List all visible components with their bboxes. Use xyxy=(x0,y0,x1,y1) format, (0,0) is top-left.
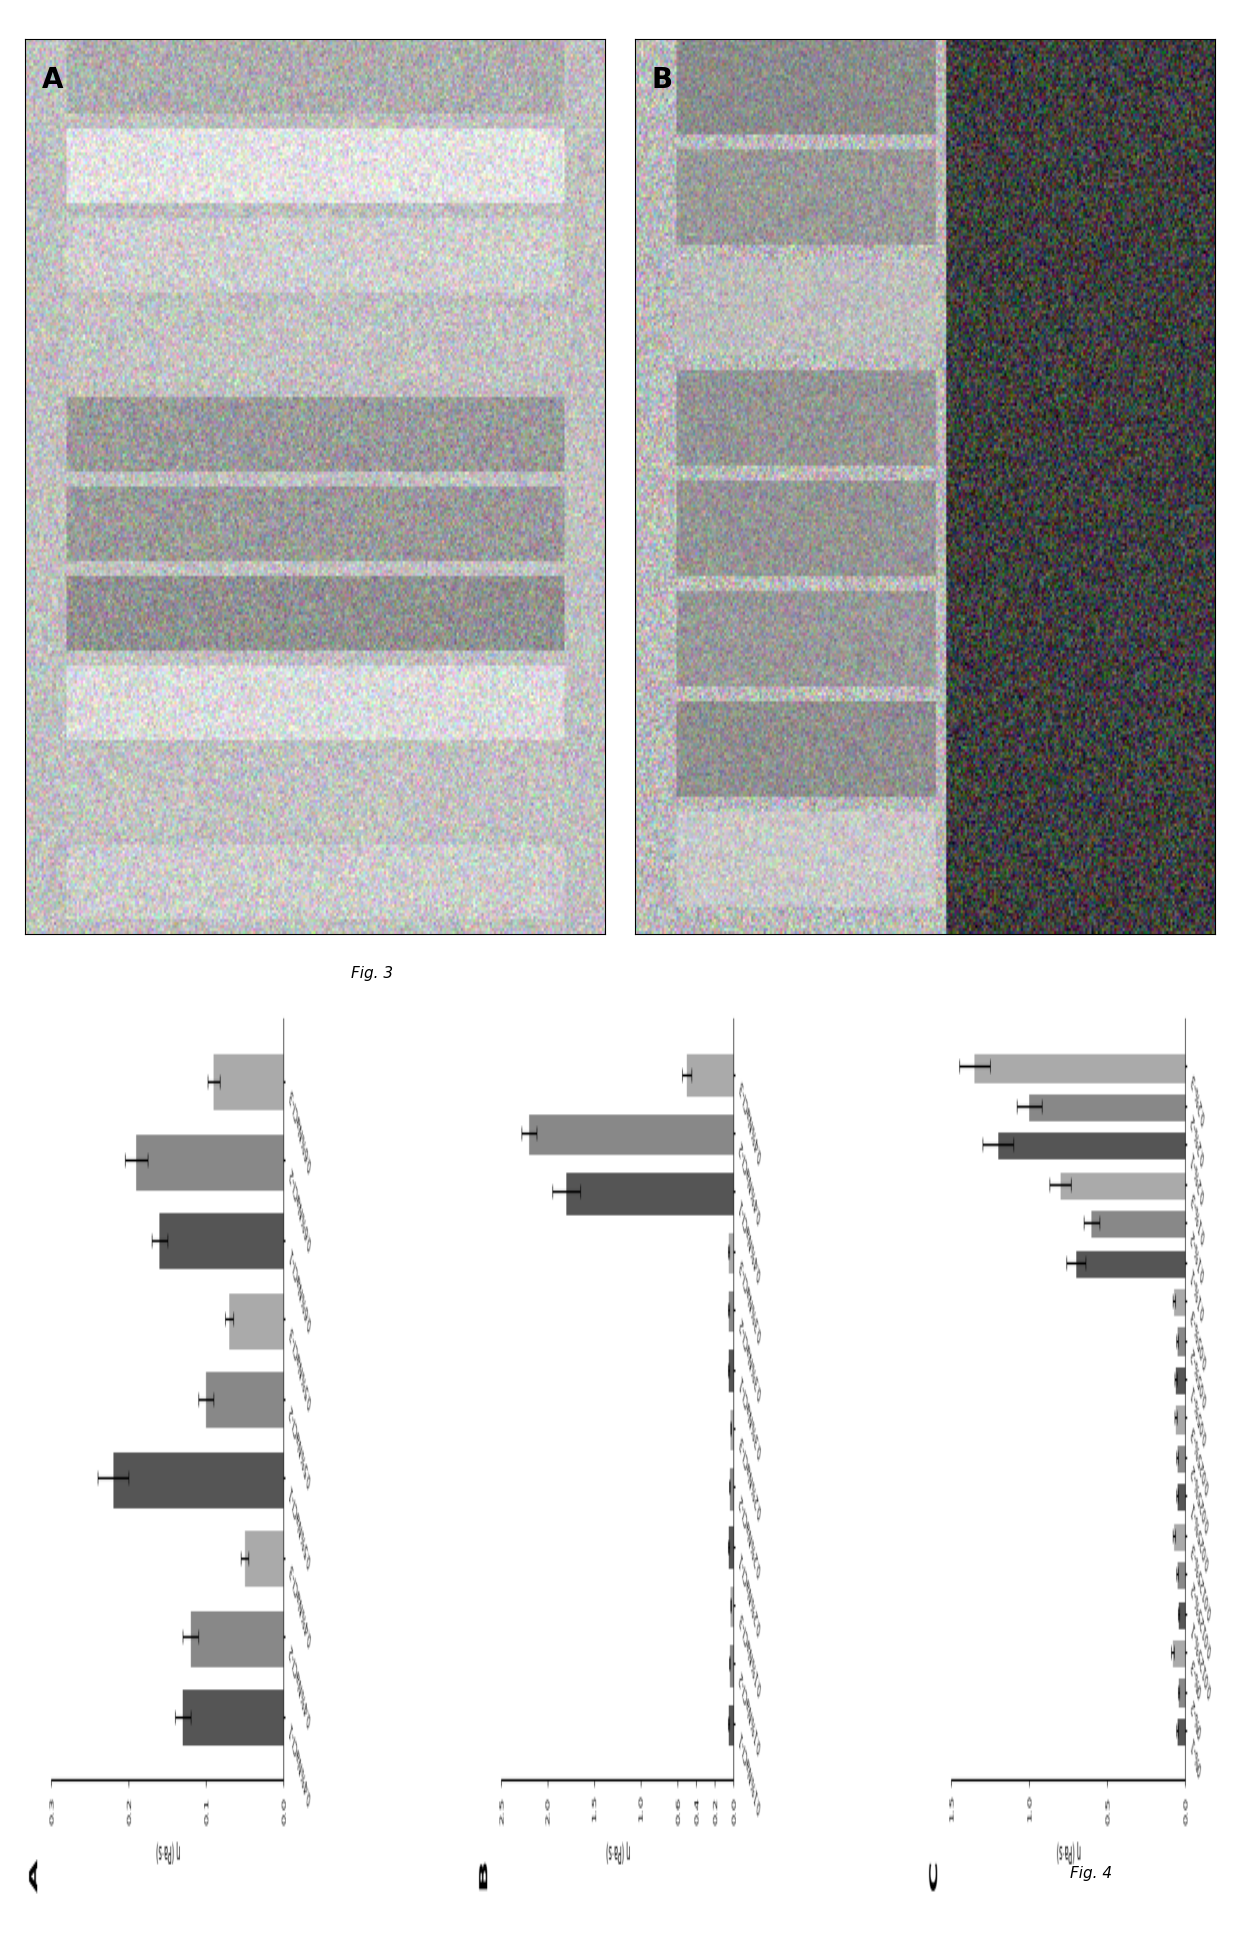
Text: B: B xyxy=(652,66,673,93)
Text: Fig. 4: Fig. 4 xyxy=(1070,1865,1112,1881)
Text: A: A xyxy=(42,66,63,93)
Text: Fig. 3: Fig. 3 xyxy=(351,966,393,981)
